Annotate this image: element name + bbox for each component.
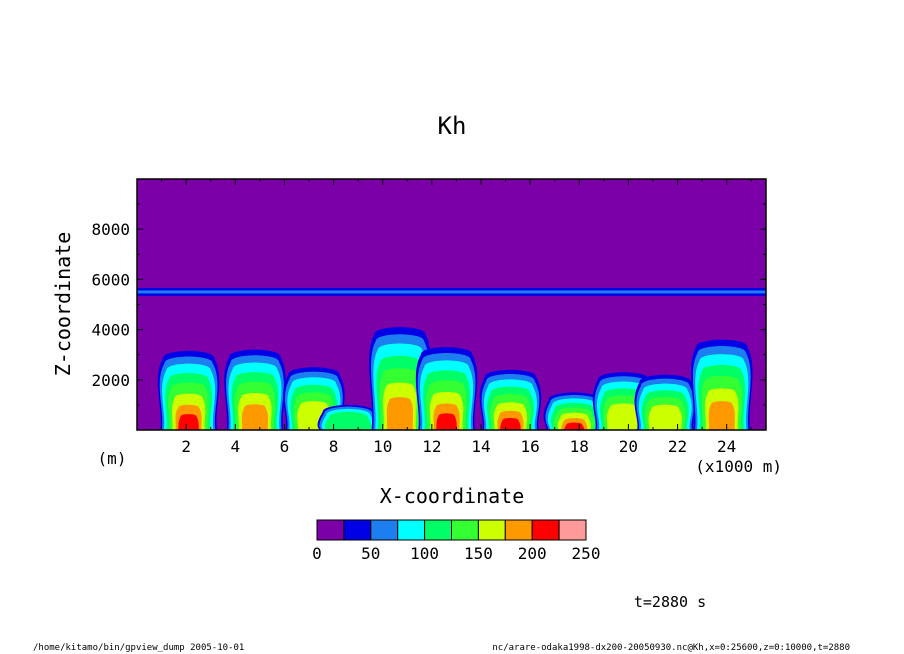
x-tick-label: 14	[471, 437, 490, 456]
plume-4	[317, 404, 379, 430]
x-tick-label: 10	[373, 437, 392, 456]
colorbar-swatch	[397, 519, 426, 541]
colorbar-swatch	[424, 519, 453, 541]
footer-right: nc/arare-odaka1998-dx200-20050930.nc@Kh,…	[492, 643, 850, 653]
x-units-label: (x1000 m)	[695, 457, 782, 476]
time-label: t=2880 s	[634, 593, 706, 611]
plume-contour	[606, 403, 641, 430]
colorbar-label: 50	[361, 544, 380, 563]
plume-contour	[178, 414, 200, 430]
x-tick-label: 2	[181, 437, 191, 456]
plume-7	[479, 369, 542, 430]
plume-contour	[241, 404, 269, 430]
plume-contours	[157, 327, 753, 430]
colorbar-swatch	[370, 519, 399, 541]
plume-1	[157, 350, 220, 430]
colorbar-swatch	[451, 519, 479, 541]
y-axis-ticks: 2000 4000 6000 8000	[91, 203, 766, 406]
y-tick-label: 4000	[91, 321, 130, 340]
colorbar-swatch	[558, 519, 587, 541]
y-tick-label: 8000	[91, 220, 130, 239]
colorbar	[316, 519, 587, 541]
x-tick-label: 12	[422, 437, 441, 456]
colorbar-swatch	[531, 519, 560, 541]
plume-contour	[499, 417, 522, 430]
colorbar-tick-labels: 0 50 100 150 200 250	[312, 544, 600, 563]
plume-11	[691, 339, 753, 430]
x-tick-label: 6	[280, 437, 290, 456]
plume-contour	[648, 404, 682, 430]
colorbar-label: 250	[572, 544, 601, 563]
colorbar-label: 100	[410, 544, 439, 563]
plume-10	[634, 374, 696, 430]
turbulence-layer-band	[137, 287, 766, 296]
y-tick-label: 2000	[91, 371, 130, 390]
colorbar-label: 0	[312, 544, 322, 563]
plume-contour	[386, 397, 414, 430]
colorbar-swatch	[343, 519, 372, 541]
x-tick-label: 22	[668, 437, 687, 456]
colorbar-swatch	[477, 519, 506, 541]
plume-contour	[708, 401, 735, 430]
colorbar-swatch	[504, 519, 533, 541]
x-tick-label: 4	[230, 437, 240, 456]
plume-contour	[324, 411, 372, 430]
plume-6	[415, 347, 478, 430]
chart-title: Kh	[438, 112, 467, 140]
x-tick-label: 8	[329, 437, 339, 456]
plume-5	[369, 327, 431, 430]
y-axis-label: Z-coordinate	[51, 232, 75, 377]
plot-area	[137, 179, 766, 430]
plume-3	[283, 367, 345, 430]
y-units-label: (m)	[98, 449, 127, 468]
x-axis-label: X-coordinate	[380, 484, 525, 508]
x-tick-label: 20	[619, 437, 638, 456]
colorbar-swatch	[316, 519, 345, 541]
colorbar-label: 150	[464, 544, 493, 563]
colorbar-label: 200	[518, 544, 547, 563]
plume-contour	[436, 413, 458, 430]
footer-left: /home/kitamo/bin/gpview_dump 2005-10-01	[33, 643, 244, 653]
y-tick-label: 6000	[91, 270, 130, 289]
plume-8	[543, 392, 606, 430]
x-tick-label: 18	[570, 437, 589, 456]
x-tick-label: 24	[717, 437, 736, 456]
plume-2	[224, 349, 286, 430]
x-axis-ticks: 2 4 6 8 10 12 14 16 18 20 22 24	[161, 179, 752, 456]
x-tick-label: 16	[520, 437, 539, 456]
layer-core	[137, 290, 766, 294]
